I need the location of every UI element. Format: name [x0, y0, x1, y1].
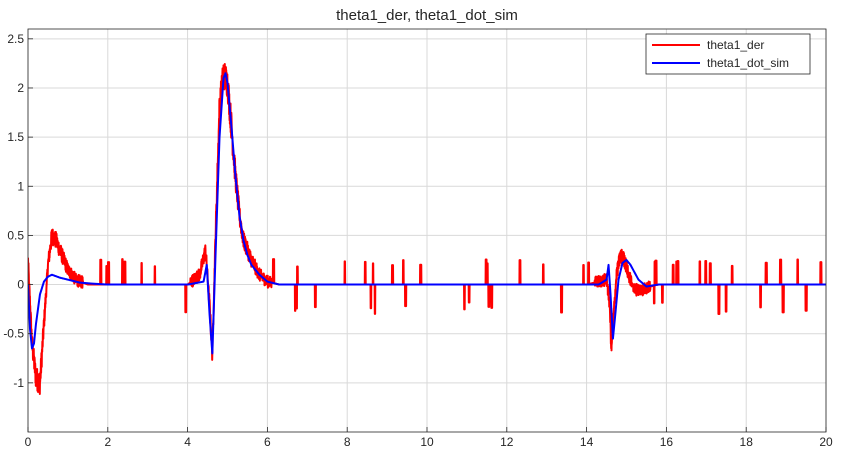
x-tick-label: 8	[344, 435, 351, 449]
x-tick-label: 12	[500, 435, 514, 449]
legend: theta1_der theta1_dot_sim	[645, 33, 811, 75]
y-tick-label: -0.5	[3, 327, 24, 341]
series-layer	[28, 63, 826, 395]
grid	[27, 29, 827, 432]
y-tick-label: 2.5	[7, 32, 24, 46]
y-tick-label: 2	[17, 81, 24, 95]
x-tick-label: 16	[660, 435, 674, 449]
x-tick-label: 20	[819, 435, 833, 449]
legend-label-theta1-dot-sim: theta1_dot_sim	[707, 56, 789, 70]
y-tick-label: 0	[17, 278, 24, 292]
ticks: 0 2 4 6 8 10 12 14 16 18 20 -1 -0.5 0 0.5 1 1.5 2 2.5	[3, 32, 833, 449]
legend-label-theta1-der: theta1_der	[707, 38, 764, 52]
x-tick-label: 14	[580, 435, 594, 449]
series-line-theta1-dot-sim	[28, 72, 826, 355]
y-tick-label: 1.5	[7, 130, 24, 144]
x-tick-label: 18	[740, 435, 754, 449]
x-tick-label: 4	[184, 435, 191, 449]
y-tick-label: 1	[17, 179, 24, 193]
x-tick-label: 10	[420, 435, 434, 449]
y-tick-label: 0.5	[7, 228, 24, 242]
legend-box	[645, 33, 811, 75]
x-tick-label: 2	[104, 435, 111, 449]
chart-title: theta1_der, theta1_dot_sim	[336, 7, 518, 24]
y-tick-label: -1	[13, 376, 24, 390]
x-tick-label: 0	[25, 435, 32, 449]
x-tick-label: 6	[264, 435, 271, 449]
